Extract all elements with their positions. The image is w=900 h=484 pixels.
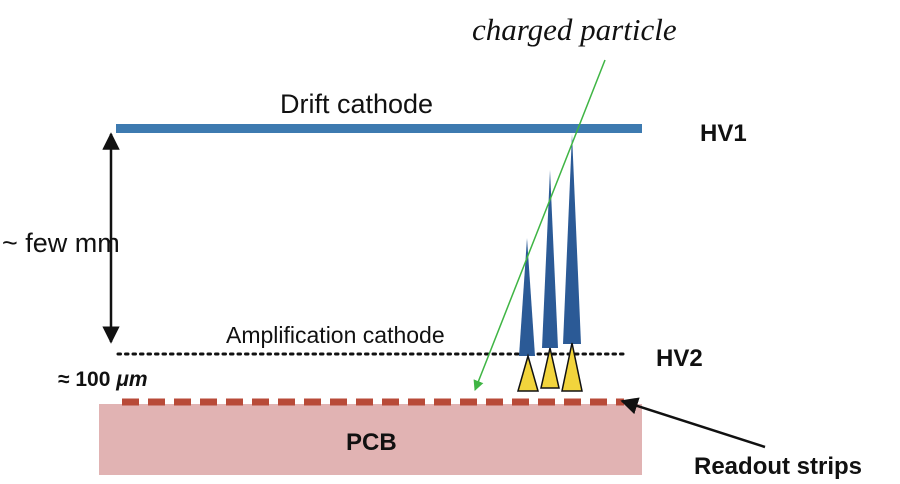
charged-particle-label: charged particle [472, 12, 677, 47]
amplification-gap-label: ≈ 100 μm [58, 368, 148, 391]
charged-particle-track [473, 59, 606, 391]
readout-strips-label: Readout strips [694, 453, 862, 480]
gap-value: ≈ 100 [58, 368, 116, 391]
amplification-signal-left [517, 353, 539, 392]
amplification-signal-middle [540, 347, 560, 389]
pcb-label: PCB [346, 429, 397, 456]
gap-unit: μm [115, 368, 147, 391]
hv1-label: HV1 [700, 120, 747, 147]
readout-strips-arrow [620, 397, 766, 449]
hv2-label: HV2 [656, 345, 703, 372]
drift-avalanche-left [519, 238, 535, 356]
drift-gap-label: ~ few mm [2, 228, 120, 258]
drift-cathode-electrode [116, 124, 642, 133]
pcb-board [99, 404, 642, 475]
drift-avalanche-right [563, 134, 581, 344]
drift-cathode-label: Drift cathode [280, 89, 433, 119]
amplification-cathode-label: Amplification cathode [226, 322, 445, 348]
amplification-signal-right [561, 342, 583, 392]
drift-avalanche-middle [542, 170, 558, 348]
